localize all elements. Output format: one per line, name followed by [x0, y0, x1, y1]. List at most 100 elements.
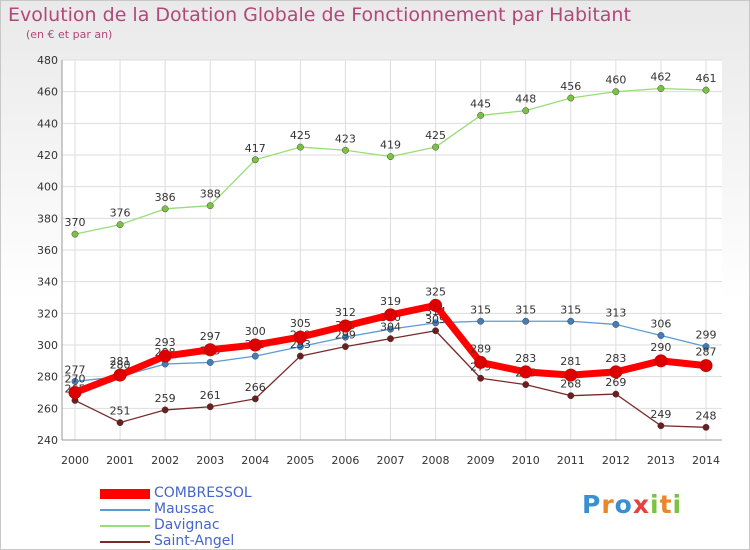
legend-label-combressol: COMBRESSOL	[154, 485, 252, 501]
point-davignac-2001	[116, 221, 124, 229]
point-davignac-2010	[522, 107, 530, 115]
point-maussac-2006	[341, 333, 349, 341]
point-davignac-2011	[567, 94, 575, 102]
point-combressol-2002	[158, 349, 172, 363]
data-label-saint-angel-2014: 248	[696, 409, 717, 422]
point-combressol-2003	[203, 343, 217, 357]
data-label-combressol-2008: 325	[425, 285, 446, 298]
data-label-combressol-2006: 312	[335, 306, 356, 319]
x-tick-label-2004: 2004	[241, 454, 269, 467]
data-label-maussac-2001: 280	[110, 359, 131, 372]
point-davignac-2004	[251, 156, 259, 164]
legend-label-saint-angel: Saint-Angel	[154, 533, 235, 549]
data-label-maussac-2012: 313	[605, 306, 626, 319]
x-tick-label-2001: 2001	[106, 454, 134, 467]
point-davignac-2003	[206, 202, 214, 210]
point-saint-angel-2006	[341, 343, 349, 351]
data-label-maussac-2009: 315	[470, 303, 491, 316]
data-label-davignac-2013: 462	[650, 71, 671, 84]
point-maussac-2007	[387, 325, 394, 333]
data-label-maussac-2014: 299	[696, 329, 717, 342]
y-tick-label-300: 300	[37, 339, 58, 352]
data-label-davignac-2010: 448	[515, 93, 536, 106]
x-tick-label-2012: 2012	[602, 454, 630, 467]
x-tick-label-2010: 2010	[512, 454, 540, 467]
point-maussac-2014	[702, 343, 710, 351]
y-tick-label-240: 240	[37, 434, 58, 447]
data-label-saint-angel-2013: 249	[650, 408, 671, 421]
point-davignac-2007	[387, 153, 394, 161]
y-tick-label-480: 480	[37, 54, 58, 67]
point-maussac-2003	[206, 358, 214, 366]
point-saint-angel-2014	[702, 423, 710, 431]
data-label-maussac-2000: 277	[65, 363, 86, 376]
data-label-saint-angel-2002: 259	[155, 392, 176, 405]
data-label-combressol-2010: 283	[515, 352, 536, 365]
data-label-maussac-2013: 306	[650, 318, 671, 331]
x-tick-label-2006: 2006	[331, 454, 359, 467]
line-chart: 240 260 280 300 320 340 360 380 400 420 440 460 480 2…	[37, 54, 722, 467]
point-combressol-2001	[113, 368, 127, 382]
data-label-davignac-2000: 370	[65, 216, 86, 229]
data-label-maussac-2010: 315	[515, 303, 536, 316]
point-saint-angel-2012	[612, 390, 620, 398]
y-tick-label-420: 420	[37, 149, 58, 162]
data-label-combressol-2001: 281	[110, 355, 131, 368]
data-label-davignac-2007: 419	[380, 139, 401, 152]
point-saint-angel-2003	[206, 403, 214, 411]
data-label-saint-angel-2001: 251	[110, 405, 131, 418]
y-tick-label-320: 320	[37, 307, 58, 320]
data-label-davignac-2011: 456	[560, 80, 581, 93]
chart-title: Evolution de la Dotation Globale de Fonc…	[8, 4, 631, 26]
legend-swatch-davignac	[100, 525, 150, 527]
y-tick-label-400: 400	[37, 181, 58, 194]
point-combressol-2000	[68, 386, 82, 399]
data-label-combressol-2005: 305	[290, 317, 311, 330]
data-label-davignac-2009: 445	[470, 97, 491, 110]
chart-subtitle: (en € et par an)	[26, 28, 113, 41]
point-combressol-2010	[519, 365, 533, 379]
x-tick-label-2003: 2003	[196, 454, 224, 467]
y-tick-label-460: 460	[37, 86, 58, 99]
point-saint-angel-2001	[116, 419, 124, 427]
data-label-combressol-2011: 281	[560, 355, 581, 368]
point-combressol-2005	[293, 330, 307, 344]
point-saint-angel-2007	[387, 335, 394, 343]
data-label-combressol-2014: 287	[696, 346, 717, 359]
point-saint-angel-2013	[657, 422, 665, 430]
data-label-saint-angel-2003: 261	[200, 389, 221, 402]
point-davignac-2000	[71, 230, 79, 238]
x-tick-label-2013: 2013	[647, 454, 675, 467]
point-davignac-2006	[341, 146, 349, 154]
data-label-davignac-2001: 376	[110, 207, 131, 220]
data-label-davignac-2012: 460	[605, 74, 626, 87]
legend-swatch-saint-angel	[100, 541, 150, 543]
point-combressol-2012	[609, 365, 623, 379]
point-saint-angel-2005	[296, 352, 304, 360]
y-tick-label-440: 440	[37, 117, 58, 130]
data-label-davignac-2008: 425	[425, 129, 446, 142]
point-davignac-2008	[432, 143, 440, 151]
data-label-combressol-2012: 283	[605, 352, 626, 365]
point-maussac-2010	[522, 317, 530, 325]
point-davignac-2012	[612, 88, 620, 96]
data-label-saint-angel-2012: 269	[605, 376, 626, 389]
point-combressol-2006	[338, 319, 352, 333]
data-label-saint-angel-2007: 304	[380, 321, 401, 334]
point-maussac-2000	[71, 377, 79, 385]
x-tick-label-2009: 2009	[467, 454, 495, 467]
x-tick-label-2005: 2005	[286, 454, 314, 467]
x-tick-label-2002: 2002	[151, 454, 179, 467]
point-combressol-2009	[474, 355, 488, 369]
x-tick-label-2000: 2000	[61, 454, 89, 467]
legend-swatch-maussac	[100, 509, 150, 511]
x-tick-label-2011: 2011	[557, 454, 585, 467]
x-tick-label-2007: 2007	[377, 454, 405, 467]
point-maussac-2004	[251, 352, 259, 360]
y-tick-label-340: 340	[37, 276, 58, 289]
proxiti-logo: Proxiti	[582, 490, 683, 519]
data-label-davignac-2006: 423	[335, 132, 356, 145]
data-label-saint-angel-2006: 299	[335, 329, 356, 342]
point-saint-angel-2004	[251, 395, 259, 403]
point-saint-angel-2008	[432, 327, 440, 335]
